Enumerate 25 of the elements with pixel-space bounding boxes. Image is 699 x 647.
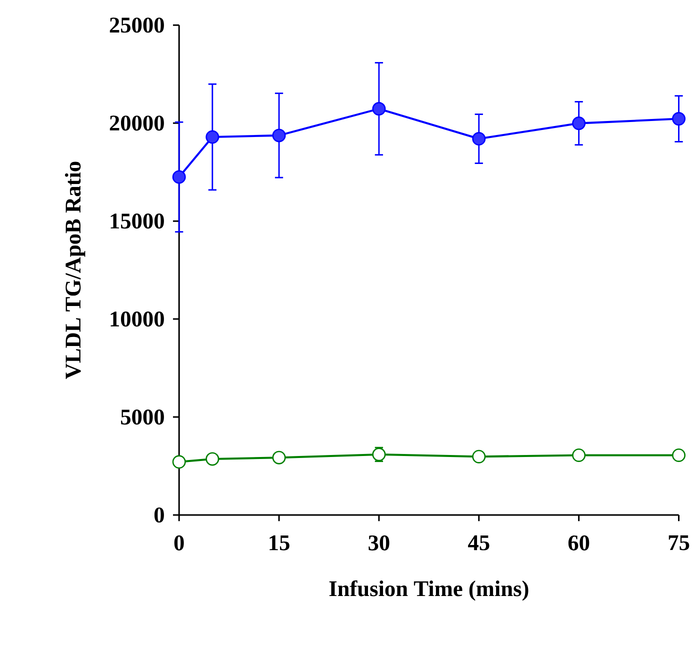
y-tick-label: 10000 <box>110 312 164 327</box>
y-axis-title: VLDL TG/ApoB Ratio <box>64 162 86 380</box>
point <box>372 102 386 116</box>
point <box>172 455 186 469</box>
x-axis-title: Infusion Time (mins) <box>329 580 528 601</box>
y-tick-label: 15000 <box>110 214 164 229</box>
x-tick-label: 75 <box>668 535 690 550</box>
x-tick-label: 0 <box>174 535 184 550</box>
y-tick-label: 25000 <box>110 18 164 33</box>
x-tick-label: 60 <box>568 535 590 550</box>
x-tick-label: 30 <box>368 535 390 550</box>
point <box>572 116 586 130</box>
y-tick-label: 20000 <box>110 116 164 131</box>
point <box>272 450 286 464</box>
point <box>472 132 486 146</box>
point <box>272 128 286 142</box>
x-tick-label: 15 <box>270 535 290 550</box>
point <box>572 448 586 462</box>
point <box>206 452 220 466</box>
y-tick-label: 0 <box>154 507 164 523</box>
point <box>172 170 186 184</box>
y-tick-label: 5000 <box>121 409 164 425</box>
point <box>472 450 486 464</box>
point <box>206 130 220 144</box>
x-tick-label: 45 <box>468 535 490 550</box>
